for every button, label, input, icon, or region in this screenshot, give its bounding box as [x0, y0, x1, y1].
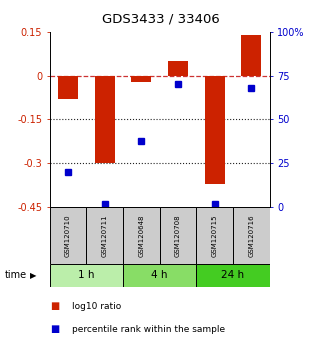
- Text: ■: ■: [50, 324, 59, 334]
- Text: percentile rank within the sample: percentile rank within the sample: [72, 325, 225, 334]
- Text: 1 h: 1 h: [78, 270, 95, 280]
- Bar: [86, 207, 123, 264]
- Bar: [50, 264, 123, 287]
- Text: GSM120648: GSM120648: [138, 214, 144, 257]
- Text: GSM120716: GSM120716: [248, 214, 254, 257]
- Bar: [131, 76, 152, 81]
- Text: ■: ■: [50, 301, 59, 311]
- Bar: [241, 35, 261, 76]
- Bar: [95, 76, 115, 163]
- Text: GSM120715: GSM120715: [212, 214, 218, 257]
- Text: log10 ratio: log10 ratio: [72, 302, 121, 311]
- Bar: [168, 61, 188, 76]
- Bar: [50, 207, 86, 264]
- Bar: [160, 207, 196, 264]
- Text: GSM120708: GSM120708: [175, 214, 181, 257]
- Text: ▶: ▶: [30, 271, 36, 280]
- Bar: [58, 76, 78, 99]
- Text: GSM120710: GSM120710: [65, 214, 71, 257]
- Text: 4 h: 4 h: [152, 270, 168, 280]
- Text: time: time: [5, 270, 27, 280]
- Bar: [204, 76, 225, 184]
- Bar: [233, 207, 270, 264]
- Text: GSM120711: GSM120711: [102, 214, 108, 257]
- Bar: [123, 264, 196, 287]
- Text: GDS3433 / 33406: GDS3433 / 33406: [102, 12, 219, 25]
- Bar: [196, 264, 270, 287]
- Bar: [196, 207, 233, 264]
- Bar: [123, 207, 160, 264]
- Text: 24 h: 24 h: [221, 270, 245, 280]
